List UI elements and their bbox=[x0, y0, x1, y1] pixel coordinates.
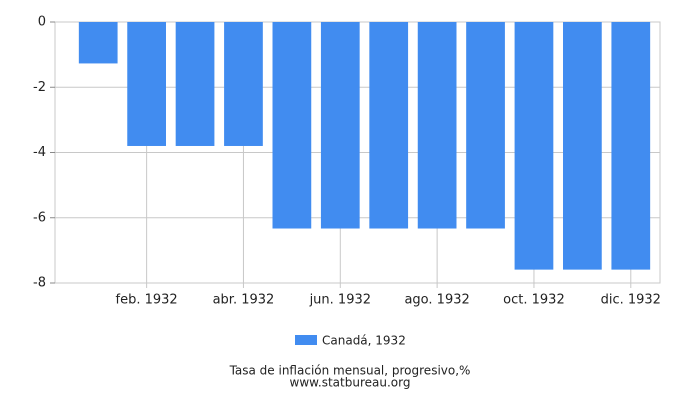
chart-title: Tasa de inflación mensual, progresivo,% bbox=[229, 364, 471, 378]
y-tick-label: -4 bbox=[33, 145, 46, 160]
bar bbox=[175, 22, 215, 146]
bar bbox=[78, 22, 118, 64]
x-tick-label: feb. 1932 bbox=[116, 293, 178, 308]
bar bbox=[272, 22, 312, 229]
bar bbox=[224, 22, 263, 146]
x-tick-label: oct. 1932 bbox=[503, 293, 565, 308]
bar bbox=[320, 22, 360, 229]
y-tick-label: -2 bbox=[33, 80, 46, 95]
bar bbox=[417, 22, 457, 229]
x-tick-label: dic. 1932 bbox=[601, 293, 661, 308]
chart-subtitle: www.statbureau.org bbox=[290, 376, 411, 390]
bar bbox=[611, 22, 651, 270]
bar bbox=[466, 22, 505, 229]
bar bbox=[514, 22, 554, 270]
bar bbox=[563, 22, 602, 270]
y-tick-label: -8 bbox=[33, 276, 46, 291]
bar bbox=[127, 22, 166, 146]
legend-swatch bbox=[295, 335, 317, 345]
x-tick-label: ago. 1932 bbox=[404, 293, 469, 308]
legend-label: Canadá, 1932 bbox=[322, 334, 406, 348]
x-tick-label: abr. 1932 bbox=[213, 293, 275, 308]
bar bbox=[369, 22, 409, 229]
y-tick-label: 0 bbox=[38, 15, 46, 30]
x-tick-label: jun. 1932 bbox=[309, 293, 371, 308]
y-tick-label: -6 bbox=[33, 210, 46, 225]
